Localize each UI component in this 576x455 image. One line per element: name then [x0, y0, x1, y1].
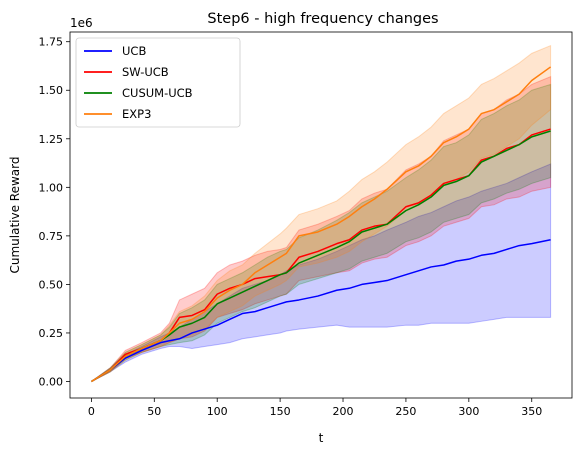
legend-label-sw-ucb: SW-UCB [122, 65, 169, 79]
y-axis-label: Cumulative Reward [8, 157, 22, 274]
y-tick-label: 0.50 [39, 278, 64, 291]
legend-label-cusum-ucb: CUSUM-UCB [122, 86, 193, 100]
legend-label-exp3: EXP3 [122, 107, 151, 121]
x-tick-label: 250 [395, 405, 416, 418]
chart-title: Step6 - high frequency changes [207, 11, 438, 27]
series-lines [90, 66, 552, 383]
y-tick-label: 1.25 [39, 133, 64, 146]
y-tick-label: 0.00 [39, 375, 64, 388]
plot-area-frame [69, 31, 573, 399]
legend-label-ucb: UCB [122, 44, 146, 58]
y-tick-label: 1.50 [39, 84, 64, 97]
x-tick-label: 300 [458, 405, 479, 418]
x-tick-label: 50 [147, 405, 161, 418]
line-ucb [90, 239, 551, 383]
x-axis-label: t [319, 431, 324, 445]
band-sw-ucb [91, 75, 552, 382]
x-tick-label: 0 [88, 405, 95, 418]
y-offset-label: 1e6 [70, 16, 93, 30]
y-axis-ticks: 0.00 0.25 0.50 0.75 1.00 1.25 1.50 1.75 [39, 36, 70, 388]
y-tick-label: 1.75 [39, 36, 64, 49]
x-tick-label: 200 [333, 405, 354, 418]
y-tick-label: 0.25 [39, 327, 64, 340]
x-tick-label: 350 [521, 405, 542, 418]
line-exp3 [90, 66, 552, 383]
legend-box [75, 37, 241, 128]
y-tick-label: 1.00 [39, 181, 64, 194]
line-cusum-ucb [90, 130, 551, 383]
x-axis-ticks: 0 50 100 150 200 250 300 350 [88, 398, 542, 418]
x-tick-label: 150 [270, 405, 291, 418]
band-ucb [91, 163, 552, 382]
band-exp3 [91, 44, 552, 382]
x-tick-label: 100 [207, 405, 228, 418]
y-tick-label: 0.75 [39, 230, 64, 243]
legend: UCB SW-UCB CUSUM-UCB EXP3 [75, 37, 241, 128]
